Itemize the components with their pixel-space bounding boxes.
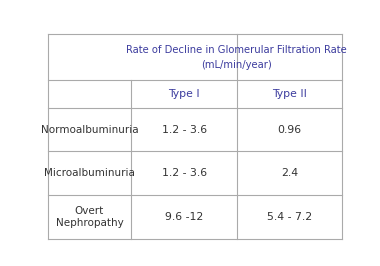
Text: 1.2 - 3.6: 1.2 - 3.6 [162,124,207,135]
Text: Type II: Type II [272,89,307,99]
Text: 2.4: 2.4 [281,168,298,178]
Text: 5.4 - 7.2: 5.4 - 7.2 [267,212,312,222]
Text: 1.2 - 3.6: 1.2 - 3.6 [162,168,207,178]
Text: (mL/min/year): (mL/min/year) [201,60,272,70]
Text: 0.96: 0.96 [277,124,301,135]
Text: Normoalbuminuria: Normoalbuminuria [41,124,138,135]
Text: Microalbuminuria: Microalbuminuria [44,168,135,178]
Text: 9.6 -12: 9.6 -12 [165,212,203,222]
Text: Type I: Type I [168,89,200,99]
Text: Rate of Decline in Glomerular Filtration Rate: Rate of Decline in Glomerular Filtration… [126,45,347,55]
Text: Overt
Nephropathy: Overt Nephropathy [55,206,124,228]
